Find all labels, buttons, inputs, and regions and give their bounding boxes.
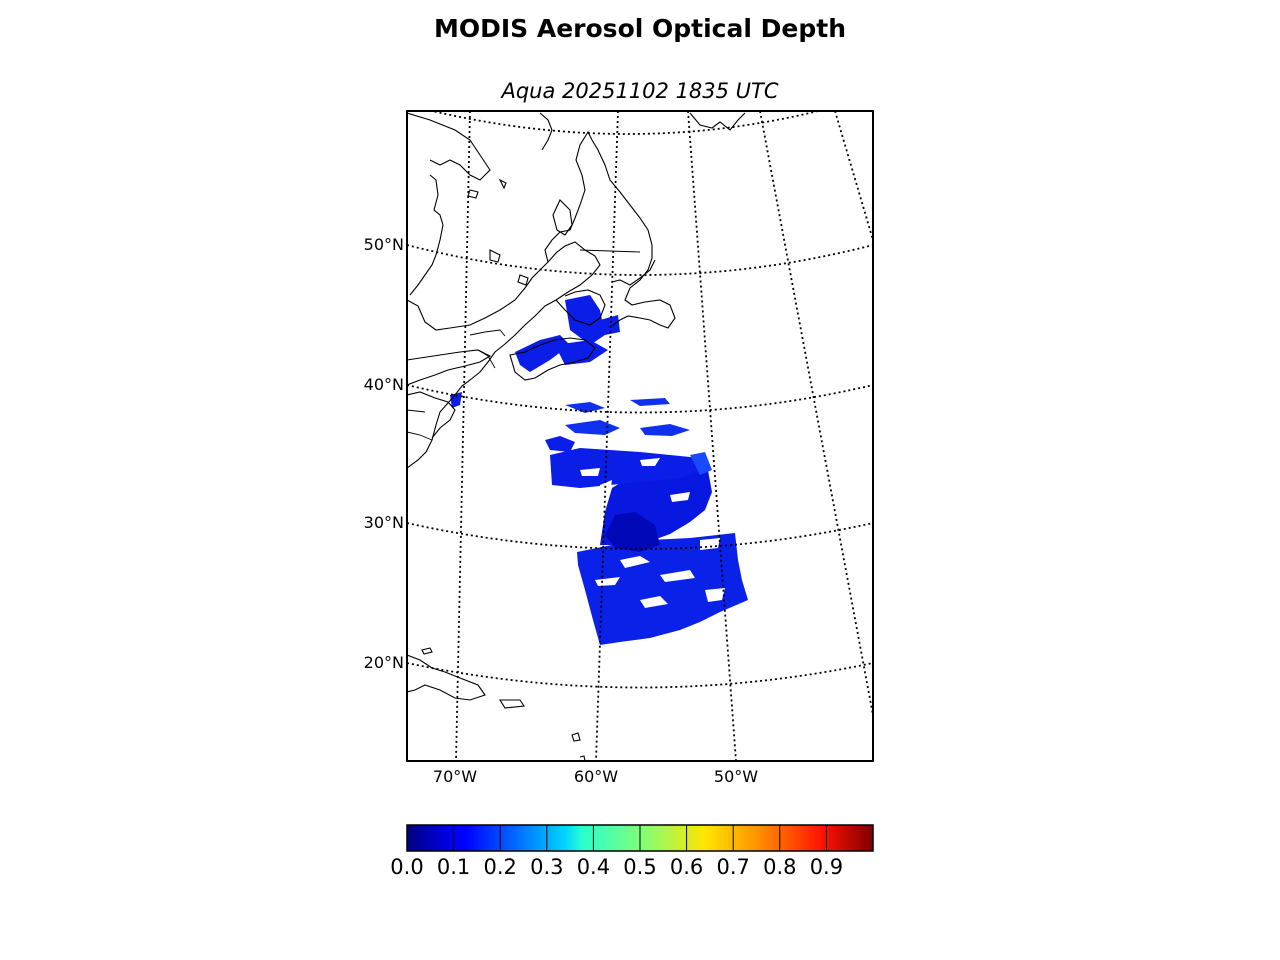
colorbar-tick-label: 0.9 bbox=[809, 855, 844, 879]
aod-swath bbox=[450, 295, 748, 645]
map-frame bbox=[406, 110, 874, 762]
meridian-40w bbox=[759, 111, 873, 716]
borders bbox=[407, 249, 641, 441]
graticule bbox=[407, 111, 873, 761]
aod-patch-northeast-2 bbox=[565, 295, 605, 345]
aod-patch-scatter-4 bbox=[630, 398, 670, 406]
colorbar-tick-label: 0.2 bbox=[483, 855, 517, 879]
lat-label-50n: 50°N bbox=[363, 235, 404, 254]
colorbar-tick-label: 0.6 bbox=[669, 855, 704, 879]
map-title: MODIS Aerosol Optical Depth bbox=[433, 14, 846, 43]
aod-patch-coast bbox=[450, 392, 462, 408]
map-content bbox=[407, 111, 873, 761]
parallel-50n bbox=[407, 244, 873, 276]
colorbar-tick-label: 0.8 bbox=[763, 855, 797, 879]
colorbar-tick-label: 0.4 bbox=[576, 855, 611, 879]
parallel-40n bbox=[407, 384, 873, 414]
aod-patch-scatter-2 bbox=[640, 424, 690, 436]
lon-label-60w: 60°W bbox=[573, 767, 619, 786]
aod-patch-east bbox=[690, 452, 712, 475]
aod-patch-northeast-3 bbox=[555, 340, 608, 365]
lon-label-70w: 70°W bbox=[432, 767, 478, 786]
meridian-30w bbox=[834, 111, 873, 241]
aod-patch-scatter-3 bbox=[565, 402, 605, 413]
lat-label-20n: 20°N bbox=[363, 653, 404, 672]
colorbar-tick-label: 0.1 bbox=[436, 855, 471, 879]
aod-patch-northeast-1 bbox=[515, 335, 570, 372]
aod-swath-south bbox=[577, 533, 748, 645]
meridian-70w bbox=[455, 111, 471, 761]
coastlines bbox=[407, 112, 746, 761]
colorbar-tick-label: 0.5 bbox=[623, 855, 657, 879]
aod-patch-northeast-4 bbox=[600, 315, 620, 335]
aod-swath-upper bbox=[550, 448, 705, 488]
colorbar-tick-label: 0.3 bbox=[530, 855, 564, 879]
colorbar-ticks bbox=[453, 825, 827, 851]
aod-patch-scatter-1 bbox=[565, 420, 620, 435]
aod-swath-core bbox=[605, 512, 660, 552]
lon-label-50w: 50°W bbox=[713, 767, 759, 786]
colorbar-tick-label: 0.7 bbox=[716, 855, 750, 879]
map-subtitle: Aqua 20251102 1835 UTC bbox=[501, 79, 779, 103]
aod-patch-west bbox=[545, 436, 575, 452]
lat-label-30n: 30°N bbox=[363, 513, 404, 532]
aod-gaps bbox=[580, 458, 725, 608]
parallel-30n bbox=[407, 522, 873, 550]
meridian-50w bbox=[687, 111, 737, 761]
parallel-20n bbox=[407, 662, 873, 689]
colorbar-tick-label: 0.0 bbox=[390, 855, 424, 879]
lat-label-40n: 40°N bbox=[363, 375, 404, 394]
meridian-60w bbox=[595, 111, 619, 761]
